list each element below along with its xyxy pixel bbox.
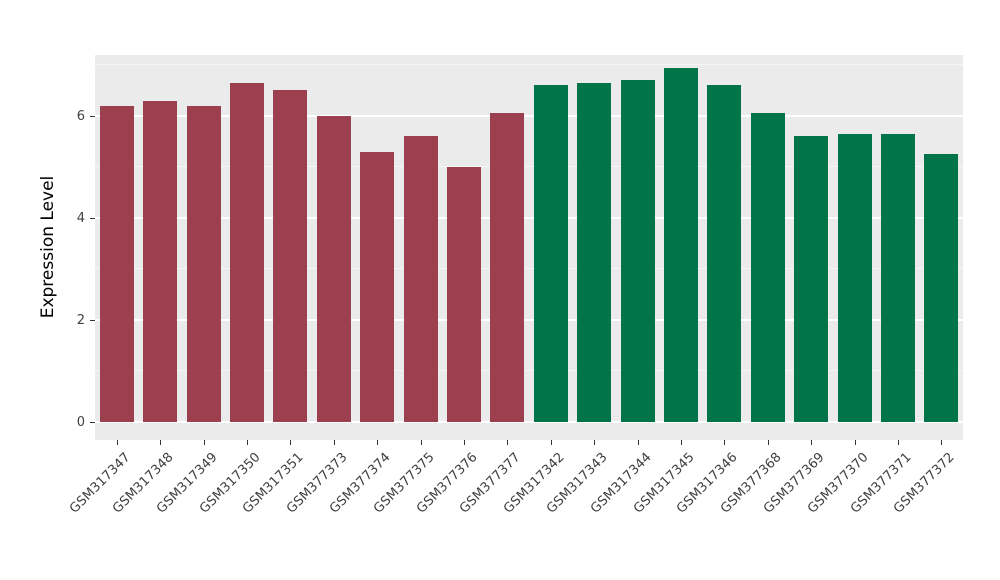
bar-GSM317343 <box>577 83 611 422</box>
gridline-major <box>95 421 963 423</box>
bar-GSM317346 <box>707 85 741 422</box>
y-tick-mark <box>90 116 95 117</box>
bar-GSM377368 <box>751 113 785 422</box>
gridline-minor <box>95 370 963 371</box>
y-tick-mark <box>90 320 95 321</box>
bar-GSM377373 <box>317 116 351 422</box>
bar-GSM317351 <box>273 90 307 422</box>
x-tick-mark <box>421 440 422 445</box>
bar-GSM377369 <box>794 136 828 422</box>
bar-GSM377372 <box>924 154 958 422</box>
y-tick-label-2: 2 <box>76 313 85 328</box>
bar-GSM377370 <box>838 134 872 422</box>
x-tick-mark <box>768 440 769 445</box>
x-tick-mark <box>855 440 856 445</box>
gridline-minor <box>95 64 963 65</box>
plot-panel <box>95 55 963 440</box>
gridline-major <box>95 319 963 321</box>
bar-GSM317342 <box>534 85 568 422</box>
x-tick-mark <box>681 440 682 445</box>
x-tick-mark <box>811 440 812 445</box>
bar-GSM377377 <box>490 113 524 422</box>
bar-GSM377371 <box>881 134 915 422</box>
x-tick-mark <box>898 440 899 445</box>
bar-GSM317345 <box>664 68 698 422</box>
x-tick-mark <box>160 440 161 445</box>
x-tick-mark <box>941 440 942 445</box>
x-tick-mark <box>551 440 552 445</box>
gridline-minor <box>95 268 963 269</box>
y-tick-label-6: 6 <box>76 109 85 124</box>
y-tick-label-0: 0 <box>76 415 85 430</box>
gridline-major <box>95 115 963 117</box>
x-tick-mark <box>117 440 118 445</box>
x-tick-mark <box>594 440 595 445</box>
x-tick-mark <box>464 440 465 445</box>
x-tick-mark <box>290 440 291 445</box>
x-tick-mark <box>724 440 725 445</box>
x-tick-mark <box>204 440 205 445</box>
bar-GSM317344 <box>621 80 655 422</box>
bar-GSM317350 <box>230 83 264 422</box>
x-tick-mark <box>334 440 335 445</box>
y-tick-label-4: 4 <box>76 211 85 226</box>
y-tick-mark <box>90 422 95 423</box>
y-tick-mark <box>90 218 95 219</box>
gridline-major <box>95 217 963 219</box>
x-tick-mark <box>638 440 639 445</box>
bar-GSM377374 <box>360 152 394 422</box>
bar-GSM317347 <box>100 106 134 422</box>
x-tick-mark <box>507 440 508 445</box>
x-tick-mark <box>377 440 378 445</box>
gridline-minor <box>95 166 963 167</box>
x-tick-mark <box>247 440 248 445</box>
bar-GSM377376 <box>447 167 481 422</box>
bar-GSM377375 <box>404 136 438 422</box>
bar-GSM317348 <box>143 101 177 422</box>
bar-GSM317349 <box>187 106 221 422</box>
